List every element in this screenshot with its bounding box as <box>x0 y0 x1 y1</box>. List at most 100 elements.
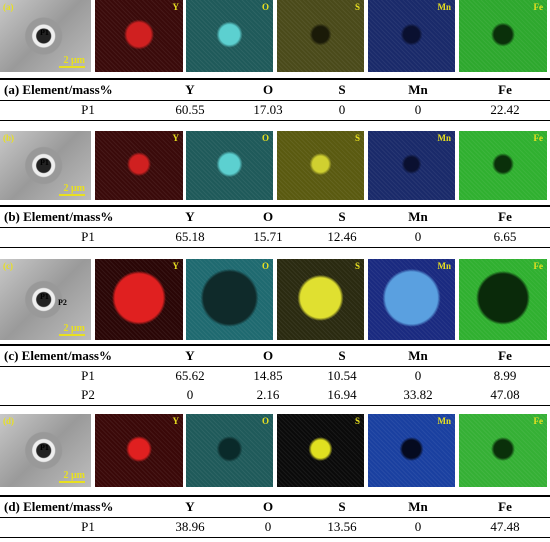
map-label: Y <box>172 416 180 426</box>
panel-label: (d) <box>3 416 14 426</box>
table-header-rule <box>0 100 550 101</box>
table-bottom-rule <box>0 537 550 538</box>
table-header-cell: Fe <box>498 348 512 363</box>
table-header-cell: O <box>262 348 274 363</box>
scale-bar <box>59 66 85 68</box>
table-cell: P1 <box>81 368 95 383</box>
table-bottom-rule <box>0 247 550 248</box>
element-map: S <box>277 0 364 72</box>
map-label: S <box>354 261 360 271</box>
map-label: Y <box>172 2 180 12</box>
element-map: O <box>186 0 273 72</box>
scale-bar-label: 2 μm <box>63 323 86 334</box>
panel-label: (a) <box>3 2 14 12</box>
map-label: Mn <box>437 416 452 426</box>
element-map: Fe <box>459 414 547 487</box>
table-cell: 6.65 <box>493 229 517 244</box>
table-cell: P1 <box>81 229 95 244</box>
map-label: Fe <box>533 261 544 271</box>
sem-image: (d) P1 2 μm <box>0 414 91 487</box>
element-map: Y <box>95 0 183 72</box>
element-map: O <box>186 414 273 487</box>
table-cell: 8.99 <box>493 368 517 383</box>
point-label: P2 <box>58 297 67 307</box>
table-cell: 47.08 <box>490 387 520 402</box>
table-cell: 17.03 <box>253 102 283 117</box>
table-bottom-rule <box>0 405 550 406</box>
table-header-cell: O <box>262 82 274 97</box>
table-header-cell: Mn <box>408 348 428 363</box>
element-map: S <box>277 414 364 487</box>
table-cell: 0 <box>414 229 422 244</box>
table-cell: P1 <box>81 102 95 117</box>
table-cell: 2.16 <box>256 387 280 402</box>
element-map: Mn <box>368 414 455 487</box>
map-label: S <box>354 133 360 143</box>
table-cell: 14.85 <box>253 368 283 383</box>
table-header-cell: (a) Element/mass% <box>4 82 113 97</box>
scale-bar <box>59 194 85 196</box>
table-header-cell: Mn <box>408 209 428 224</box>
table-header-cell: (d) Element/mass% <box>4 499 114 514</box>
table-cell: 0 <box>264 519 272 534</box>
table-cell: 12.46 <box>327 229 357 244</box>
panel-label: (b) <box>3 133 14 143</box>
table-cell: 33.82 <box>403 387 433 402</box>
table-cell: 0 <box>186 387 194 402</box>
table-top-rule <box>0 495 550 497</box>
element-map: Fe <box>459 131 547 200</box>
table-header-rule <box>0 517 550 518</box>
scale-bar <box>59 481 85 483</box>
element-map: Y <box>95 259 183 340</box>
table-cell: 16.94 <box>327 387 357 402</box>
sem-image: (c) P1 P2 2 μm <box>0 259 91 340</box>
sem-image: (b) P1 2 μm <box>0 131 91 200</box>
table-header-cell: Y <box>185 82 195 97</box>
table-header-cell: Fe <box>498 499 512 514</box>
scale-bar-label: 2 μm <box>63 183 86 194</box>
point-label: P1 <box>40 157 49 167</box>
table-header-cell: S <box>338 348 346 363</box>
map-label: S <box>354 2 360 12</box>
element-map: O <box>186 131 273 200</box>
table-header-cell: (c) Element/mass% <box>4 348 112 363</box>
table-header-cell: Fe <box>498 82 512 97</box>
table-bottom-rule <box>0 120 550 121</box>
table-cell: P1 <box>81 519 95 534</box>
map-label: Fe <box>533 2 544 12</box>
table-cell: 60.55 <box>175 102 205 117</box>
table-cell: 0 <box>414 519 422 534</box>
element-map: Mn <box>368 131 455 200</box>
table-header-cell: Mn <box>408 499 428 514</box>
table-cell: 22.42 <box>490 102 520 117</box>
table-header-cell: Mn <box>408 82 428 97</box>
table-header-cell: O <box>262 209 274 224</box>
table-header-cell: O <box>262 499 274 514</box>
map-label: O <box>261 261 269 271</box>
map-label: O <box>261 2 269 12</box>
table-header-rule <box>0 227 550 228</box>
table-header-cell: S <box>338 209 346 224</box>
table-cell: 47.48 <box>490 519 520 534</box>
table-header-cell: S <box>338 82 346 97</box>
element-map: S <box>277 259 364 340</box>
map-label: Mn <box>437 2 452 12</box>
table-header-cell: S <box>338 499 346 514</box>
table-cell: P2 <box>81 387 95 402</box>
table-header-rule <box>0 366 550 367</box>
map-label: Y <box>172 261 180 271</box>
element-map: Fe <box>459 259 547 340</box>
element-map: Mn <box>368 259 455 340</box>
table-top-rule <box>0 205 550 207</box>
table-cell: 10.54 <box>327 368 357 383</box>
table-cell: 0 <box>414 102 422 117</box>
table-cell: 65.62 <box>175 368 205 383</box>
map-label: S <box>354 416 360 426</box>
map-label: Fe <box>533 133 544 143</box>
table-top-rule <box>0 78 550 80</box>
point-label: P1 <box>40 442 49 452</box>
table-cell: 13.56 <box>327 519 357 534</box>
table-cell: 65.18 <box>175 229 205 244</box>
sem-image: (a) P1 2 μm <box>0 0 91 72</box>
table-top-rule <box>0 344 550 346</box>
